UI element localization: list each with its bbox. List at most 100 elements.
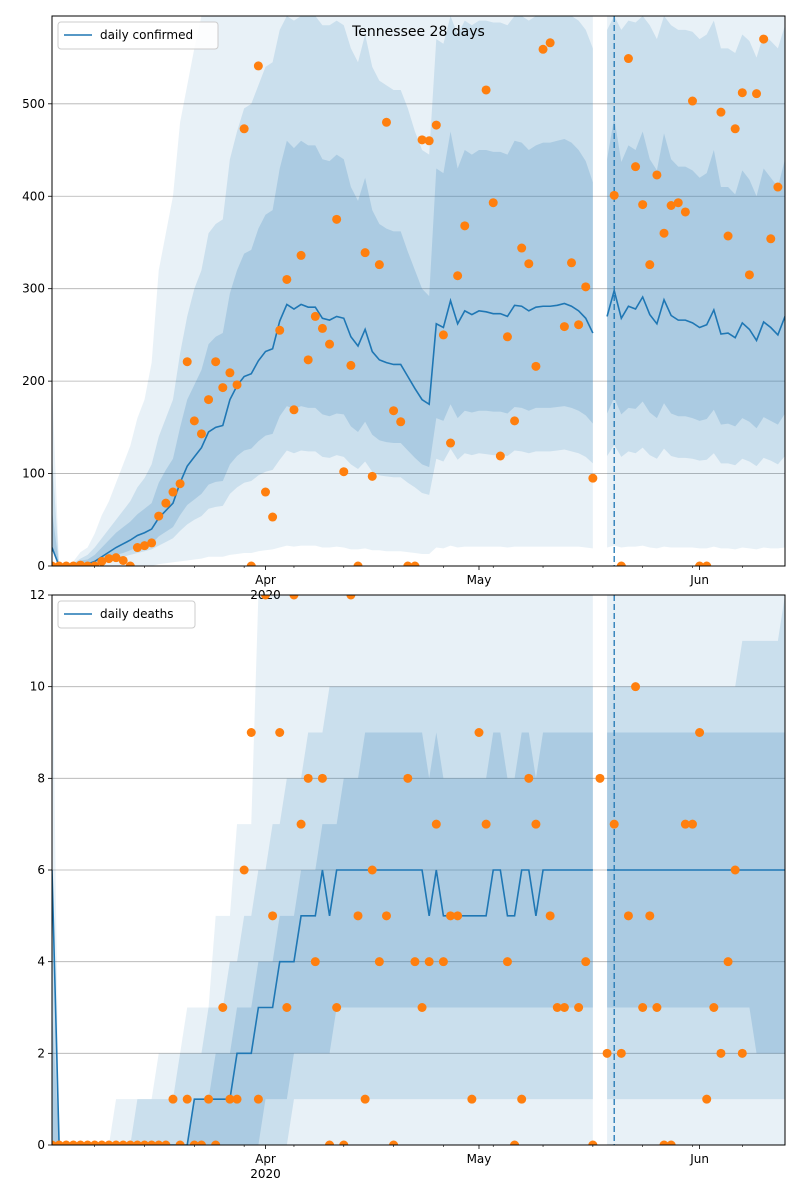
data-point-30 (260, 487, 270, 497)
x-tick-label-2: Jun (689, 1152, 709, 1166)
data-point-84 (645, 911, 655, 921)
data-point-44 (360, 1094, 370, 1104)
data-point-86 (659, 1140, 669, 1145)
data-point-86 (659, 228, 669, 238)
data-point-101 (766, 234, 776, 244)
data-point-32 (275, 728, 285, 737)
data-point-23 (211, 357, 221, 367)
data-point-25 (225, 1094, 235, 1104)
legend: daily confirmed (57, 21, 219, 50)
data-point-62 (488, 198, 498, 208)
data-point-46 (374, 260, 384, 270)
data-point-66 (517, 1094, 527, 1104)
data-point-72 (559, 1003, 569, 1012)
data-point-11 (125, 561, 135, 566)
data-point-33 (282, 274, 292, 284)
data-point-64 (502, 957, 512, 967)
data-point-40 (332, 1003, 342, 1012)
data-point-58 (460, 221, 470, 231)
uncertainty-band-0-0 (52, 16, 593, 566)
data-point-72 (559, 322, 569, 332)
data-point-22 (204, 1094, 214, 1104)
data-point-53 (424, 136, 434, 146)
data-point-54 (431, 120, 441, 130)
chart-title: Tennessee 28 days (351, 24, 485, 40)
data-point-7 (97, 1140, 107, 1145)
data-point-81 (623, 54, 633, 64)
data-point-49 (396, 417, 406, 427)
data-point-41 (339, 467, 349, 477)
data-point-79 (609, 819, 619, 829)
data-point-21 (196, 1140, 206, 1145)
data-point-1 (54, 561, 64, 566)
plot-area (52, 595, 785, 1145)
data-point-24 (218, 1003, 228, 1012)
data-point-41 (339, 1140, 349, 1145)
data-point-39 (325, 1140, 335, 1145)
data-point-34 (289, 405, 299, 415)
data-point-8 (104, 554, 114, 564)
data-point-21 (196, 429, 206, 439)
data-point-16 (161, 498, 171, 508)
data-point-91 (695, 728, 705, 737)
data-point-4 (75, 1140, 85, 1145)
data-point-78 (602, 1048, 612, 1058)
data-point-15 (154, 1140, 164, 1145)
data-point-5 (83, 1140, 93, 1145)
data-point-47 (381, 911, 391, 921)
data-point-30 (260, 595, 270, 600)
data-point-83 (638, 200, 648, 210)
data-point-73 (567, 258, 577, 268)
data-point-80 (616, 1048, 626, 1058)
data-point-67 (524, 259, 534, 269)
data-point-99 (752, 89, 762, 99)
data-point-6 (90, 561, 100, 566)
data-point-87 (666, 200, 676, 210)
data-point-7 (97, 556, 107, 566)
x-tick-label-0: Apr (255, 1152, 276, 1166)
data-point-76 (588, 473, 598, 483)
data-point-79 (609, 190, 619, 200)
data-point-56 (446, 911, 456, 921)
data-point-59 (467, 1094, 477, 1104)
data-point-8 (104, 1140, 114, 1145)
data-point-75 (581, 282, 591, 292)
data-point-33 (282, 1003, 292, 1012)
legend-box (57, 21, 219, 50)
data-point-39 (325, 339, 335, 349)
confirmed-panel: 0100200300400500Apr2020MayJunTennessee 2… (22, 15, 786, 602)
data-point-57 (453, 911, 463, 921)
data-point-27 (239, 124, 249, 134)
data-point-19 (182, 1094, 192, 1104)
uncertainty-band-2-0 (52, 732, 593, 1145)
data-point-97 (737, 1048, 747, 1058)
data-point-82 (631, 682, 641, 692)
data-point-50 (403, 561, 413, 566)
data-point-98 (744, 270, 754, 280)
data-point-29 (253, 61, 263, 71)
y-tick-label-4: 8 (37, 771, 45, 785)
uncertainty-band-1-0 (52, 16, 593, 566)
data-point-36 (303, 355, 313, 365)
data-point-97 (737, 88, 747, 98)
data-point-102 (773, 182, 783, 192)
data-point-4 (75, 560, 85, 566)
data-point-52 (417, 135, 427, 145)
data-point-46 (374, 957, 384, 967)
y-tick-label-3: 6 (37, 863, 45, 877)
data-point-3 (68, 1140, 78, 1145)
data-point-60 (474, 728, 484, 737)
data-point-24 (218, 383, 228, 393)
data-point-42 (346, 595, 356, 600)
data-point-20 (189, 416, 199, 426)
data-point-28 (246, 728, 256, 737)
data-point-2 (61, 1140, 71, 1145)
data-point-43 (353, 911, 363, 921)
data-point-74 (574, 1003, 584, 1012)
data-point-54 (431, 819, 441, 829)
data-point-69 (538, 44, 548, 54)
y-tick-label-4: 400 (22, 189, 45, 203)
data-point-15 (154, 511, 164, 521)
